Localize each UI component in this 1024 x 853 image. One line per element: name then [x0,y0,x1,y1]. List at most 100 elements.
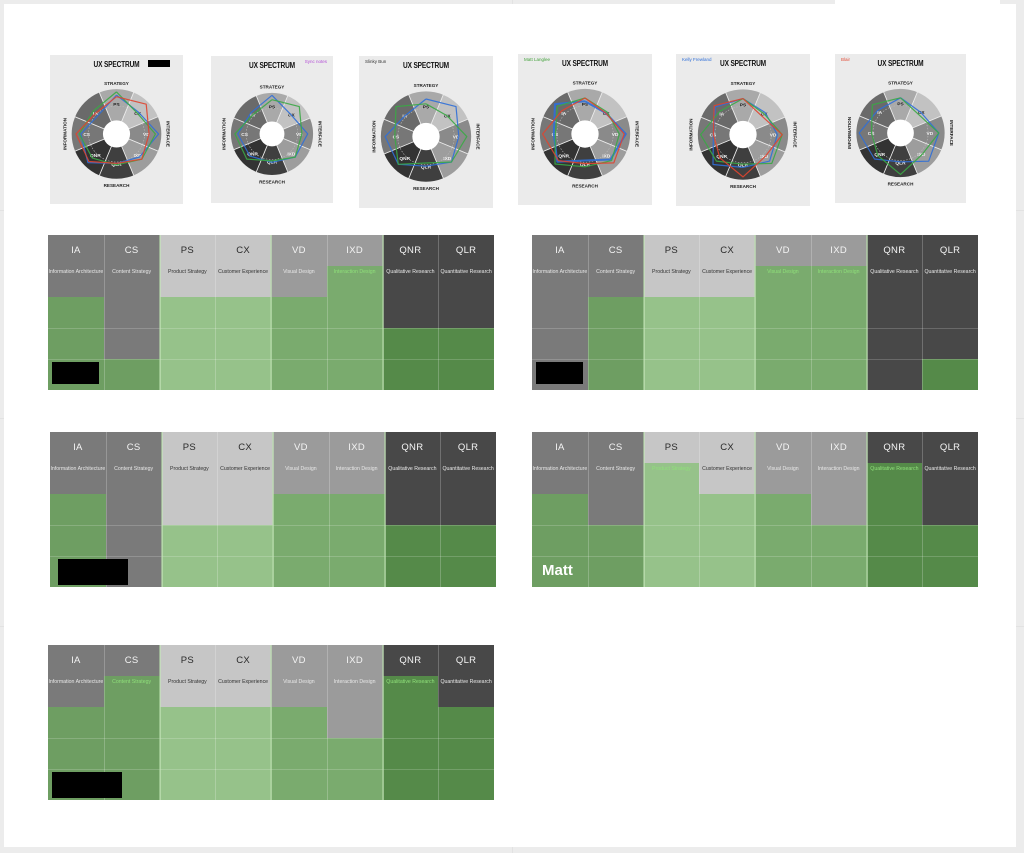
skill-level-cell [161,494,218,587]
level-segment [643,328,700,359]
row-divider [328,525,385,526]
level-segment [755,359,811,390]
column-description: Content Strategy [103,266,160,297]
row-divider [643,556,700,557]
axis-label-bottom: RESEARCH [730,184,756,189]
column-description: Qualitative Research [866,266,923,297]
column-description: Qualitative Research [384,463,441,494]
column-description: Customer Experience [699,266,755,297]
level-segment [159,359,216,390]
wheel-segment-label: QLR [895,160,906,166]
group-separator [381,235,384,390]
spectrum-card[interactable]: UX SPECTRUM Matt Langlee PS CX VD IXD QLR QNR CS… [518,54,652,205]
level-segment [326,738,383,769]
level-segment [440,556,496,587]
spectrum-wheel: PSCXVDIXDQLRQNRCSIASTRATEGYRESEARCHINFOR… [847,80,954,187]
row-divider [810,328,867,329]
level-segment [866,494,923,525]
level-segment [382,297,439,328]
row-divider [103,738,160,739]
level-segment [440,525,496,556]
axis-label-bottom: RESEARCH [888,182,914,187]
row-divider [532,359,588,360]
matrix-column-ps: PS Product Strategy [161,432,218,587]
row-divider [643,525,700,526]
matrix-column-ixd: IXD Interaction Design [810,432,867,587]
column-description: Quantitative Research [440,463,496,494]
matrix-column-ps: PS Product Strategy [159,645,216,800]
row-divider [532,525,588,526]
level-segment [755,525,811,556]
row-divider [161,556,218,557]
column-header: IA [48,645,104,676]
column-description: Interaction Design [328,463,385,494]
row-divider [48,769,104,770]
axis-label-top: STRATEGY [573,80,598,85]
row-divider [810,556,867,557]
skill-matrix[interactable]: IA Information Architecture CS Content Stra… [48,235,494,390]
column-divider [587,432,589,587]
level-segment [810,494,867,525]
skill-matrix[interactable]: IA Information Architecture CS Content Stra… [532,235,978,390]
row-divider [438,359,494,360]
row-divider [755,359,811,360]
group-separator [158,645,161,800]
level-segment [810,556,867,587]
level-segment [161,556,218,587]
row-divider [103,769,160,770]
column-description: Product Strategy [161,463,218,494]
axis-label-bottom: RESEARCH [259,179,285,184]
matrix-column-qnr: QNR Qualitative Research [384,432,441,587]
level-segment [159,769,216,800]
level-segment [273,494,329,525]
matrix-column-qlr: QLR Quantitative Research [922,235,978,390]
axis-label-right: INTERFACE [635,121,640,147]
level-segment [103,359,160,390]
skill-matrix[interactable]: IA Information Architecture CS Content Stra… [50,432,496,587]
level-segment [755,328,811,359]
spectrum-card[interactable]: UX SPECTRUM Slinky Bun PS CX VD IXD QLR QNR CS IA… [359,56,493,208]
wheel-segment-label: QNR [716,154,727,160]
level-segment [866,525,923,556]
row-divider [326,328,383,329]
wheel-segment-label: PS [582,102,589,108]
level-segment [271,328,327,359]
column-header: IA [532,235,588,266]
wheel-segment-label: VD [927,131,934,137]
spectrum-card[interactable]: UX SPECTRUM Sync notes PS CX VD IXD QLR QNR CS IA… [211,56,333,203]
row-divider [326,769,383,770]
redaction-block [536,362,583,384]
wheel-segment [542,91,586,135]
level-segment [643,359,700,390]
spectrum-card[interactable]: UX SPECTRUM Kelly Frewland PS CX VD IXD QLR QNR… [676,54,810,206]
group-separator [160,432,163,587]
spectrum-card[interactable]: UX SPECTRUM Blair PS CX VD IXD QLR QNR CS IA STRAT… [835,54,966,203]
level-segment [587,328,644,359]
level-segment [755,494,811,525]
column-header: IA [50,432,106,463]
row-divider [699,328,755,329]
column-header: QNR [382,645,439,676]
row-divider [273,525,329,526]
spectrum-card[interactable]: UX SPECTRUM PS CX VD IXD QLR QNR CS IA STRATEGY RE… [50,55,183,204]
level-segment [866,556,923,587]
skill-matrix[interactable]: IA Information Architecture CS Content Stra… [48,645,494,800]
level-segment [103,738,160,769]
level-segment [587,297,644,328]
level-segment [273,556,329,587]
matrix-column-ia: IA Information Architecture [532,432,588,587]
skill-matrix[interactable]: IA Information Architecture CS Content Stra… [532,432,978,587]
column-divider [103,235,105,390]
column-description: Product Strategy [643,463,700,494]
wheel-segment-label: VD [612,132,619,138]
column-header: VD [271,645,327,676]
column-description: Information Architecture [532,266,588,297]
level-segment [922,525,978,556]
level-segment [382,359,439,390]
level-segment [438,328,494,359]
group-separator [642,432,645,587]
row-divider [438,738,494,739]
level-segment [532,525,588,556]
column-description: Content Strategy [103,676,160,707]
annotation-stroke [234,99,303,162]
